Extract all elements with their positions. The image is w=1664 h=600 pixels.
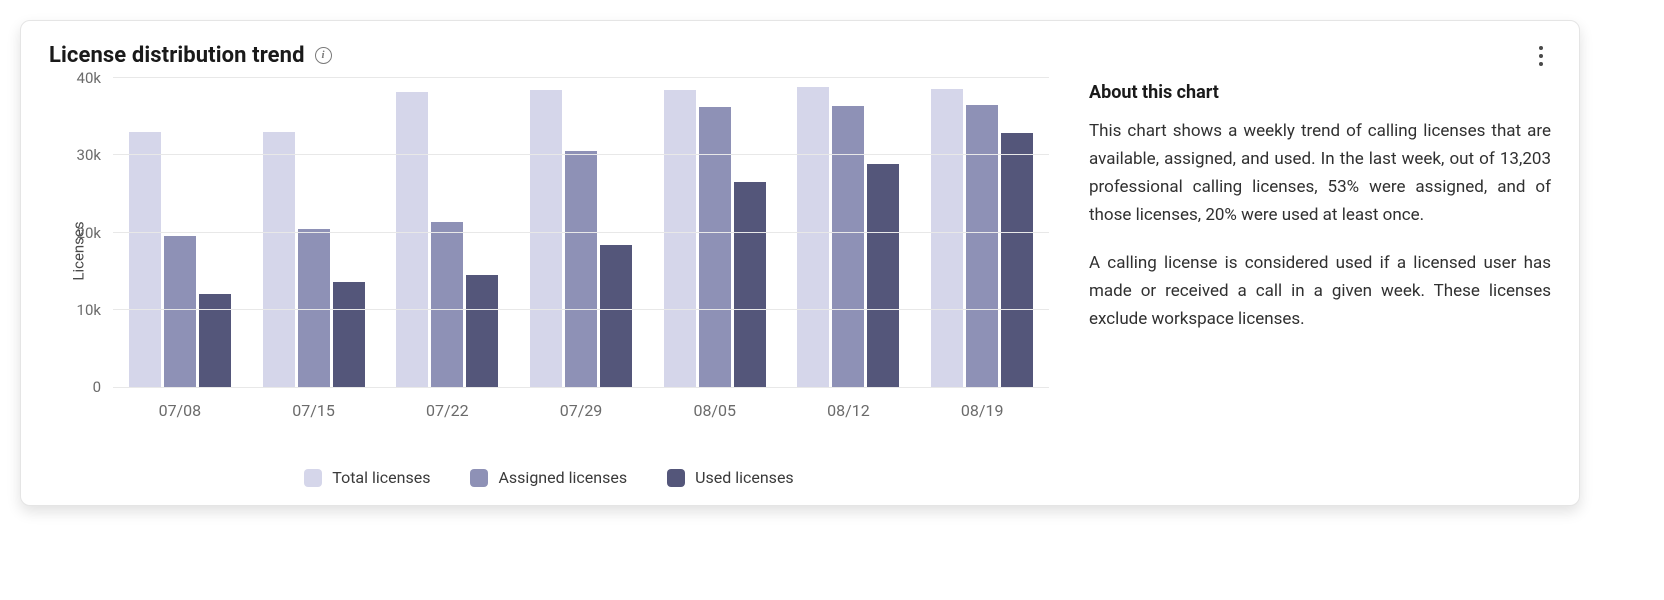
info-icon[interactable]: i (315, 47, 332, 64)
grid-line (113, 154, 1049, 155)
grid-line (113, 77, 1049, 78)
bar-assigned[interactable] (966, 105, 998, 387)
legend-item-total[interactable]: Total licenses (304, 468, 430, 487)
chart-plot-area: 07/0807/1507/2207/2908/0508/1208/19 010k… (113, 78, 1049, 388)
card-header: License distribution trend i (49, 43, 1551, 68)
y-tick-label: 10k (77, 301, 113, 319)
about-column: About this chart This chart shows a week… (1089, 78, 1551, 487)
bar-group: 07/15 (247, 78, 381, 387)
license-trend-card: License distribution trend i Licenses 07… (20, 20, 1580, 506)
bar-total[interactable] (129, 132, 161, 387)
bar-group: 07/22 (380, 78, 514, 387)
bar-assigned[interactable] (832, 106, 864, 387)
bar-total[interactable] (931, 89, 963, 387)
y-tick-label: 30k (77, 146, 113, 164)
y-tick-label: 0 (93, 378, 113, 396)
bar-groups: 07/0807/1507/2207/2908/0508/1208/19 (113, 78, 1049, 387)
about-title: About this chart (1089, 82, 1551, 103)
x-tick-label: 07/08 (159, 387, 202, 420)
more-options-icon[interactable] (1531, 44, 1551, 68)
legend-label: Used licenses (695, 468, 794, 487)
about-paragraph-2: A calling license is considered used if … (1089, 249, 1551, 333)
chart-legend: Total licenses Assigned licenses Used lice… (49, 468, 1049, 487)
bar-used[interactable] (600, 245, 632, 387)
legend-item-assigned[interactable]: Assigned licenses (470, 468, 627, 487)
legend-swatch (304, 469, 322, 487)
card-body: Licenses 07/0807/1507/2207/2908/0508/120… (49, 78, 1551, 487)
chart-wrap: Licenses 07/0807/1507/2207/2908/0508/120… (49, 78, 1049, 424)
legend-item-used[interactable]: Used licenses (667, 468, 794, 487)
grid-line (113, 232, 1049, 233)
bar-assigned[interactable] (699, 107, 731, 387)
x-tick-label: 08/19 (961, 387, 1004, 420)
bar-used[interactable] (466, 275, 498, 387)
legend-label: Assigned licenses (498, 468, 627, 487)
bar-group: 07/29 (514, 78, 648, 387)
bar-used[interactable] (199, 294, 231, 387)
bar-used[interactable] (333, 282, 365, 387)
title-wrap: License distribution trend i (49, 43, 332, 68)
bar-total[interactable] (530, 90, 562, 387)
bar-group: 08/12 (782, 78, 916, 387)
bar-group: 07/08 (113, 78, 247, 387)
y-tick-label: 20k (77, 224, 113, 242)
x-tick-label: 07/22 (426, 387, 469, 420)
bar-assigned[interactable] (164, 236, 196, 387)
bar-total[interactable] (396, 92, 428, 387)
bar-group: 08/05 (648, 78, 782, 387)
x-tick-label: 08/12 (827, 387, 870, 420)
legend-label: Total licenses (332, 468, 430, 487)
bar-assigned[interactable] (431, 222, 463, 387)
bar-used[interactable] (734, 182, 766, 387)
card-title: License distribution trend (49, 43, 305, 68)
bar-total[interactable] (263, 132, 295, 387)
bar-used[interactable] (1001, 133, 1033, 387)
bar-group: 08/19 (915, 78, 1049, 387)
y-tick-label: 40k (77, 69, 113, 87)
x-tick-label: 07/29 (560, 387, 603, 420)
chart-column: Licenses 07/0807/1507/2207/2908/0508/120… (49, 78, 1049, 487)
bar-assigned[interactable] (565, 151, 597, 387)
grid-line (113, 309, 1049, 310)
legend-swatch (470, 469, 488, 487)
bar-total[interactable] (797, 87, 829, 388)
bar-used[interactable] (867, 164, 899, 387)
about-paragraph-1: This chart shows a weekly trend of calli… (1089, 117, 1551, 229)
bar-total[interactable] (664, 90, 696, 387)
legend-swatch (667, 469, 685, 487)
x-tick-label: 07/15 (292, 387, 335, 420)
x-tick-label: 08/05 (693, 387, 736, 420)
